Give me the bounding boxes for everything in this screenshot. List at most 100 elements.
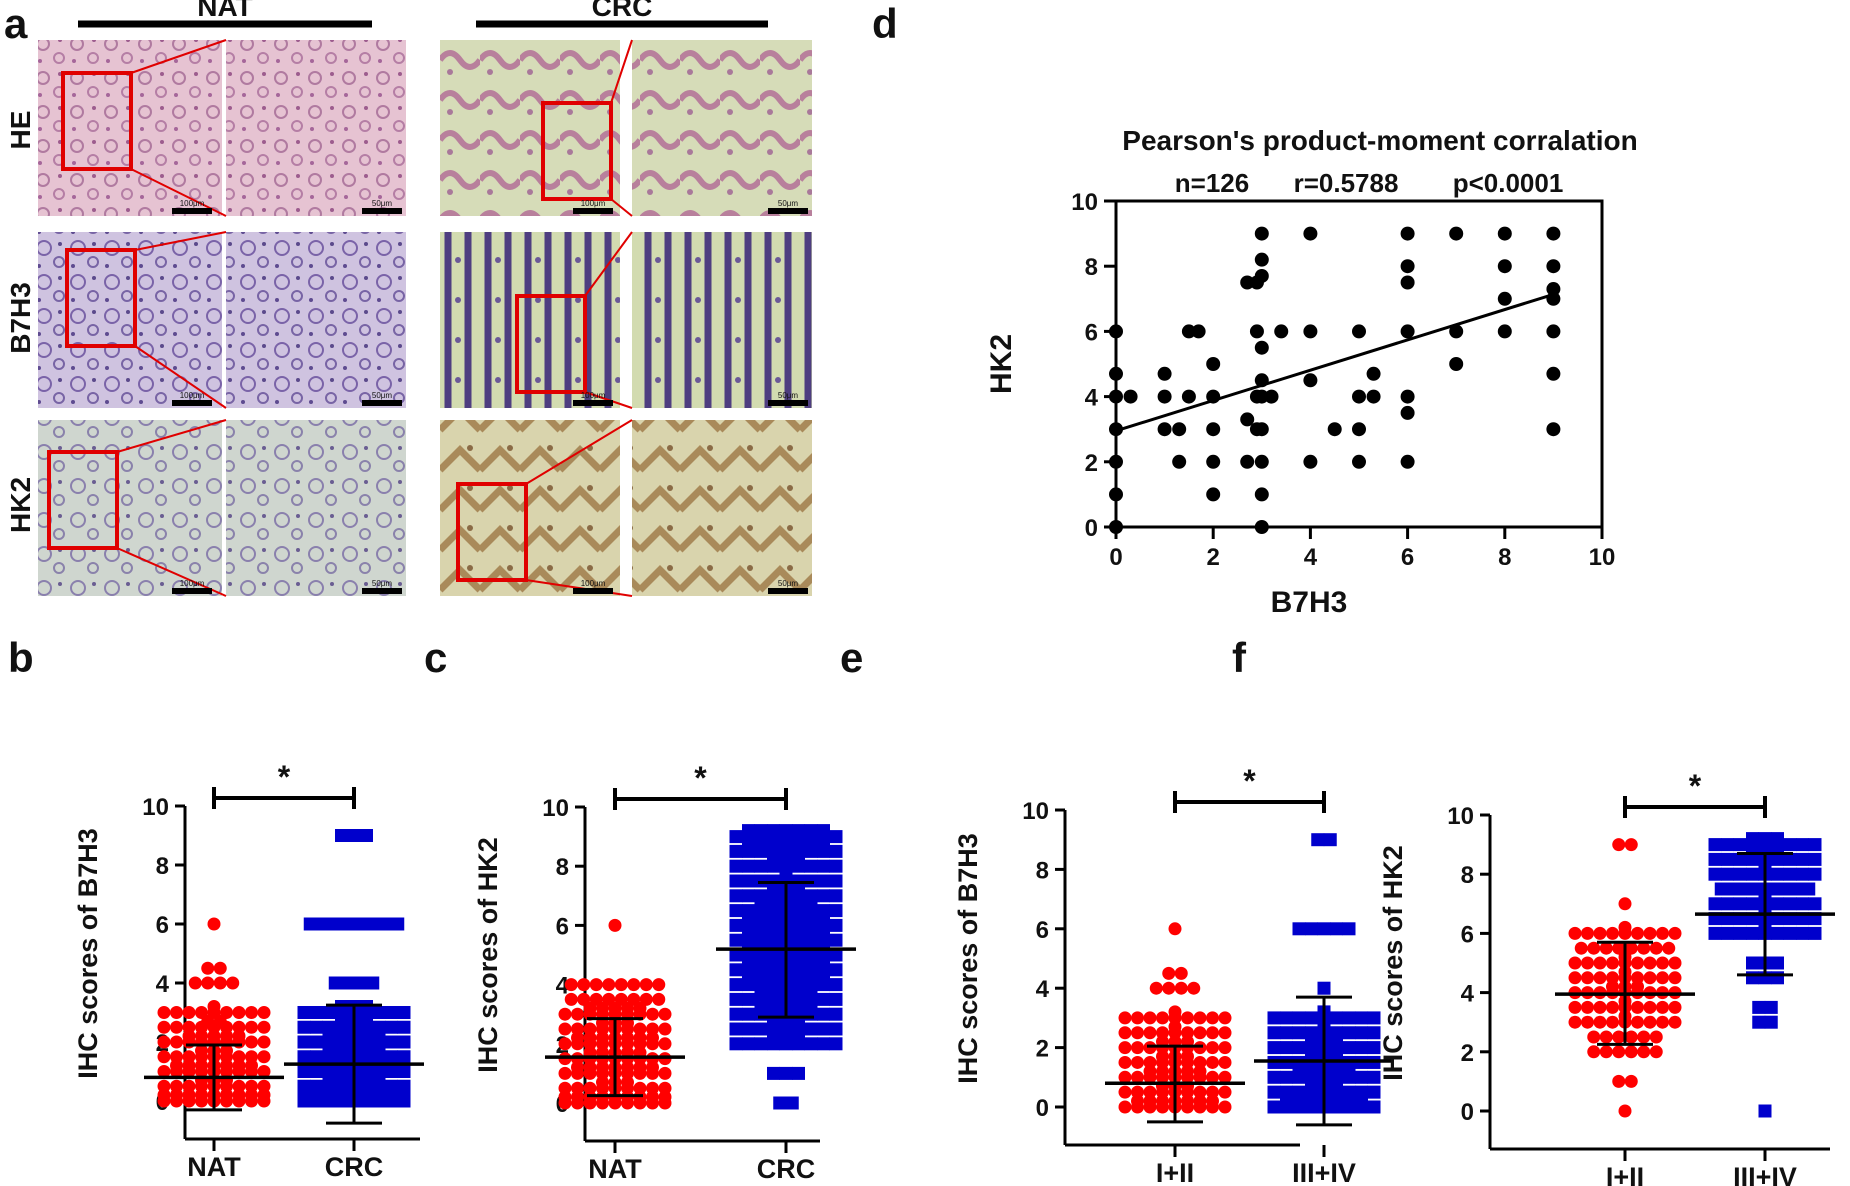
data-point (157, 1020, 171, 1034)
data-point (729, 830, 743, 844)
scale-bar-label: 100μm (180, 391, 205, 400)
panel-letter-f: f (1232, 634, 1247, 681)
data-point (257, 1006, 271, 1019)
y-tick-label: 0 (1461, 1099, 1474, 1126)
micrograph-crc-hk2-50 (632, 420, 812, 596)
data-point (817, 824, 830, 838)
data-point (767, 824, 780, 838)
data-point (729, 1037, 743, 1051)
data-point (1764, 1015, 1778, 1029)
data-point (201, 976, 215, 990)
data-point (1206, 454, 1221, 469)
scale-bar-label: 100μm (180, 579, 205, 588)
data-point (1249, 324, 1264, 339)
data-point (1708, 926, 1722, 940)
data-point (1131, 1041, 1144, 1055)
data-point (397, 1065, 411, 1078)
data-point (1352, 324, 1366, 339)
scale-bar-label: 50μm (372, 579, 393, 588)
data-point (829, 992, 843, 1006)
data-point (1206, 422, 1221, 437)
data-point (188, 976, 202, 990)
data-point (1796, 852, 1809, 866)
data-point (817, 874, 830, 888)
scale-bar (172, 400, 212, 406)
data-point (1612, 1045, 1626, 1059)
data-point (170, 1050, 183, 1064)
data-point (1612, 838, 1626, 852)
row-label-he: HE (5, 111, 36, 150)
data-point (658, 1066, 672, 1080)
data-point (754, 859, 768, 873)
data-point (658, 1037, 672, 1051)
data-point (1330, 1011, 1343, 1025)
data-point (1752, 882, 1766, 896)
data-point (1280, 1085, 1293, 1099)
data-point (602, 978, 616, 992)
data-point (1624, 838, 1638, 852)
data-point (1206, 1055, 1219, 1069)
data-point (372, 1020, 386, 1034)
y-tick-label: 8 (156, 853, 169, 880)
zoom-box (65, 248, 137, 348)
y-axis-label: IHC scores of B7H3 (73, 828, 103, 1079)
data-point (1400, 275, 1415, 290)
data-point (341, 976, 355, 990)
data-point (1123, 389, 1138, 404)
data-point (1206, 1011, 1219, 1025)
data-point (754, 824, 768, 838)
data-point (1581, 1000, 1594, 1014)
data-point (195, 1006, 208, 1019)
data-point (1581, 956, 1594, 970)
histology-row-b7h3: 100μm 50μm 100μm 50μm (38, 231, 812, 409)
data-point (372, 1006, 386, 1019)
data-point (589, 992, 603, 1006)
data-point (1193, 1011, 1207, 1025)
data-point (1193, 1085, 1207, 1099)
data-point (1342, 1026, 1356, 1040)
zoom-box (515, 294, 587, 394)
data-point (729, 1022, 743, 1036)
scale-bar-label: 50μm (778, 579, 799, 588)
data-point (1593, 926, 1607, 940)
data-point (1618, 1104, 1632, 1118)
data-point (1587, 1030, 1601, 1044)
x-tick-label: III+IV (1292, 1158, 1356, 1186)
data-point (1758, 1104, 1772, 1118)
y-tick-label: 4 (1085, 385, 1099, 412)
data-point (1193, 1026, 1207, 1040)
data-point (1612, 1030, 1626, 1044)
data-point (1254, 226, 1269, 241)
zoom-line (525, 419, 633, 485)
data-point (1568, 956, 1582, 970)
data-point (1568, 926, 1582, 940)
data-point (1118, 1041, 1132, 1055)
data-point (182, 1020, 196, 1034)
data-point (817, 859, 830, 873)
data-point (1317, 981, 1331, 995)
scale-bar (172, 208, 212, 214)
data-point (232, 1079, 246, 1093)
data-point (157, 1035, 171, 1049)
stat-n: n=126 (1175, 168, 1249, 198)
x-tick-label: 8 (1498, 544, 1511, 571)
data-point (213, 976, 227, 990)
data-point (1668, 1015, 1682, 1029)
x-tick-label: 2 (1207, 544, 1220, 571)
data-point (1181, 1011, 1194, 1025)
data-point (627, 978, 641, 992)
data-point (729, 859, 743, 873)
data-point (1618, 920, 1632, 934)
data-point (729, 933, 743, 947)
scale-bar-label: 50μm (778, 199, 799, 208)
data-point (1367, 1070, 1381, 1084)
data-point (1352, 454, 1366, 469)
data-point (1733, 867, 1747, 881)
data-point (1546, 282, 1561, 297)
significance-star: * (694, 760, 707, 796)
data-point (310, 1079, 323, 1093)
data-point (1172, 422, 1187, 437)
data-point (1668, 971, 1682, 985)
data-point (1118, 1026, 1132, 1040)
